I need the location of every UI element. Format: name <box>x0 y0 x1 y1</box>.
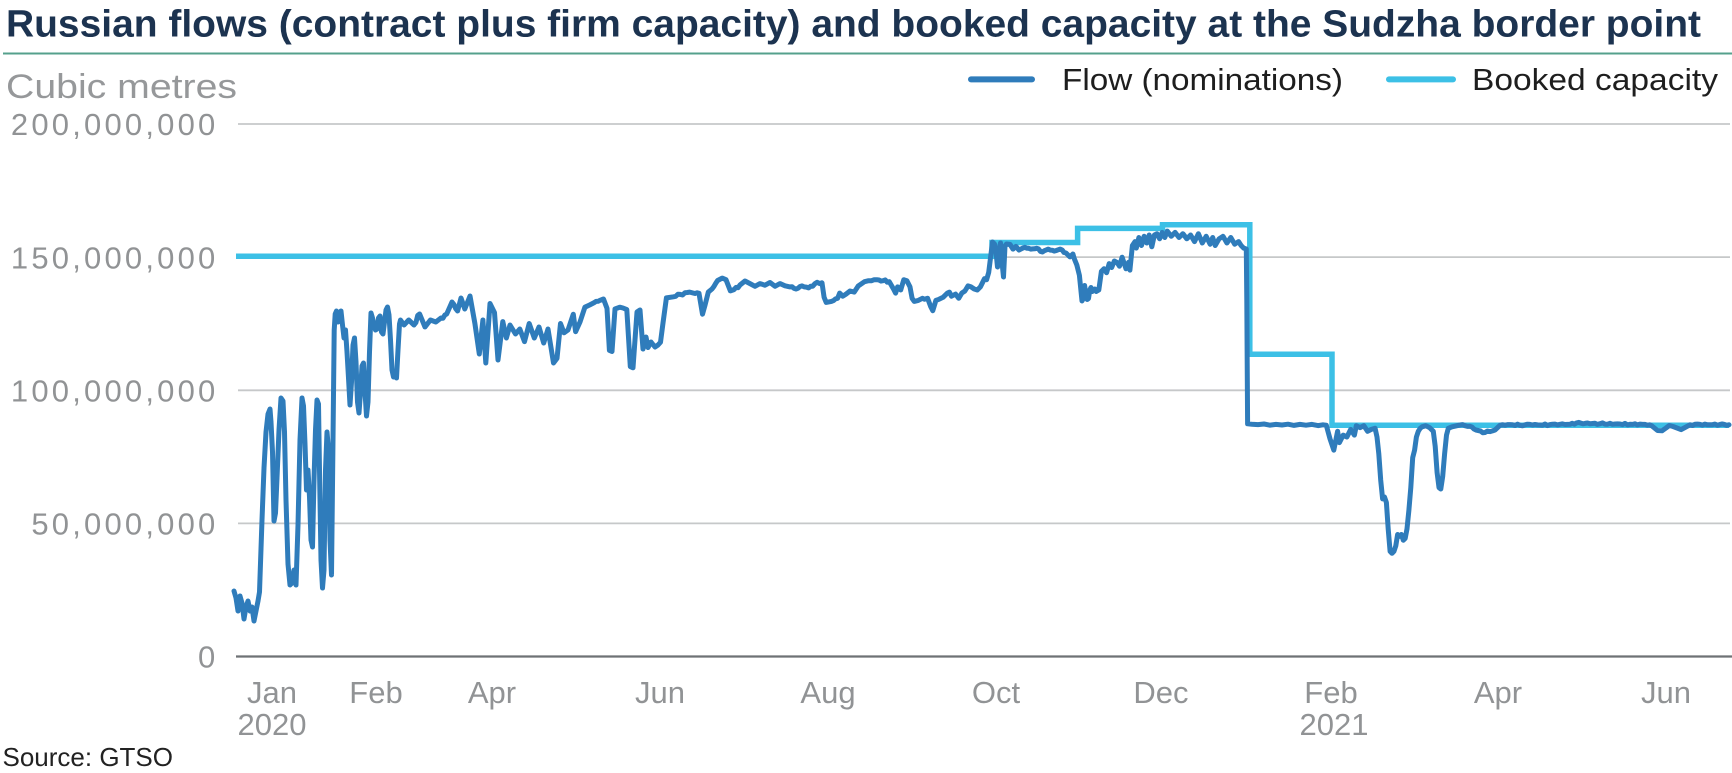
svg-text:50,000,000: 50,000,000 <box>31 507 218 542</box>
svg-text:200,000,000: 200,000,000 <box>11 107 219 142</box>
svg-text:Jun: Jun <box>635 675 685 710</box>
svg-text:Feb: Feb <box>349 675 402 710</box>
svg-text:Booked capacity: Booked capacity <box>1472 62 1719 97</box>
svg-text:Aug: Aug <box>800 675 855 710</box>
svg-text:Feb: Feb <box>1304 675 1357 710</box>
svg-text:2020: 2020 <box>238 707 307 742</box>
svg-text:Oct: Oct <box>972 675 1021 710</box>
svg-text:Cubic metres: Cubic metres <box>6 68 237 106</box>
svg-text:Apr: Apr <box>1474 675 1522 710</box>
svg-text:Jan: Jan <box>247 675 297 710</box>
svg-text:150,000,000: 150,000,000 <box>11 240 219 275</box>
svg-text:Apr: Apr <box>468 675 516 710</box>
svg-text:Dec: Dec <box>1133 675 1188 710</box>
svg-text:Source: GTSO: Source: GTSO <box>3 742 174 772</box>
svg-text:2021: 2021 <box>1300 707 1369 742</box>
svg-text:Russian flows (contract plus f: Russian flows (contract plus firm capaci… <box>6 4 1701 46</box>
svg-text:100,000,000: 100,000,000 <box>11 373 219 408</box>
svg-text:0: 0 <box>198 640 218 675</box>
svg-text:Jun: Jun <box>1641 675 1691 710</box>
svg-text:Flow (nominations): Flow (nominations) <box>1062 62 1343 97</box>
